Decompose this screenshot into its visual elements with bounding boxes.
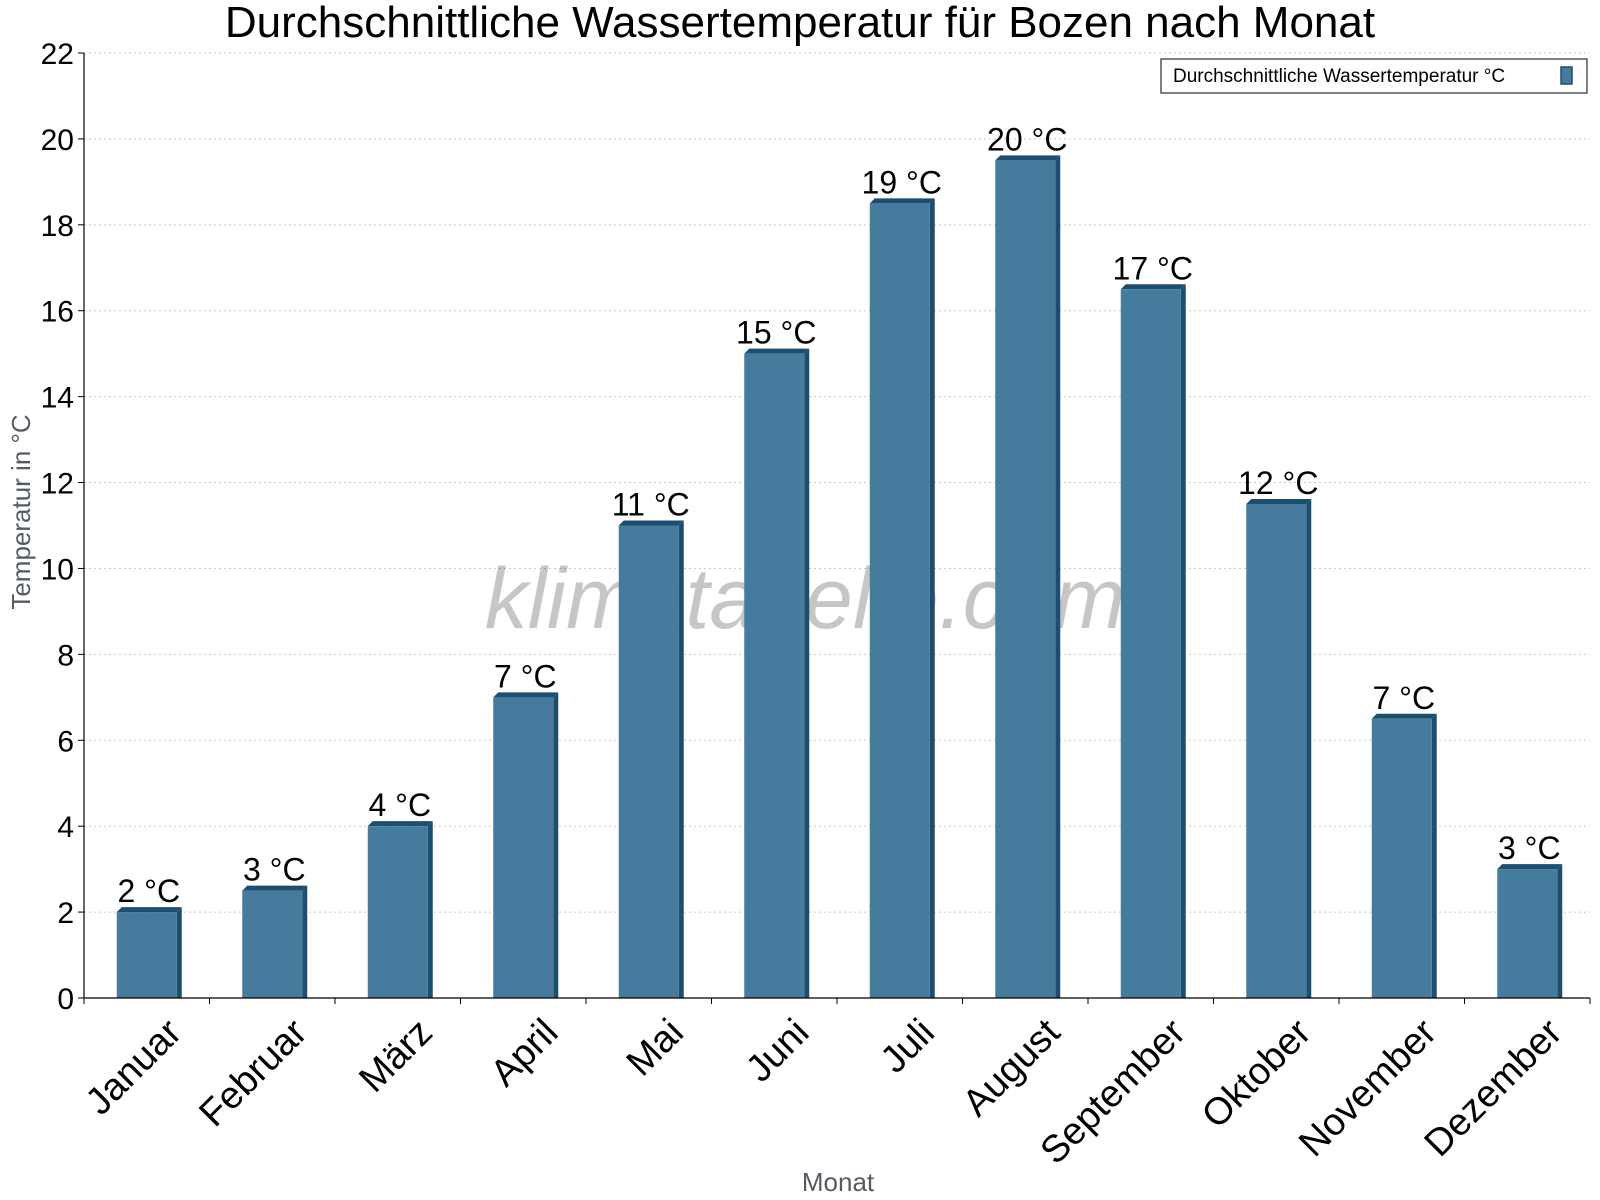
- chart-title: Durchschnittliche Wassertemperatur für B…: [225, 0, 1375, 47]
- data-label: 20 °C: [987, 121, 1067, 157]
- x-category-label: August: [955, 1011, 1069, 1125]
- bar-front: [493, 697, 554, 998]
- data-label: 7 °C: [494, 658, 557, 694]
- x-category-label: Juni: [738, 1011, 817, 1090]
- x-category-label: Mai: [619, 1011, 692, 1084]
- bar-side: [427, 821, 433, 998]
- bar-front: [1120, 289, 1181, 998]
- y-tick-label: 4: [57, 811, 74, 844]
- y-tick-label: 18: [41, 210, 74, 243]
- bar-1: [242, 885, 308, 998]
- bar-top: [1246, 499, 1312, 505]
- data-label: 17 °C: [1113, 250, 1193, 286]
- bar-side: [302, 885, 308, 998]
- bar-side: [804, 348, 810, 998]
- y-tick-label: 6: [57, 725, 74, 758]
- bar-front: [869, 203, 930, 998]
- bar-side: [553, 692, 559, 998]
- bar-4: [618, 520, 684, 998]
- bar-side: [1055, 155, 1061, 999]
- data-label: 15 °C: [736, 315, 816, 351]
- bar-9: [1246, 499, 1312, 998]
- bar-front: [116, 912, 177, 998]
- data-labels: 2 °C 3 °C 4 °C 7 °C 11 °C 15 °C 19 °C 20 °C 17 °…: [117, 121, 1560, 909]
- bar-top: [242, 885, 308, 891]
- y-axis-ticks: 0 2 4 6 8 10 12 14 16 18 20 22: [41, 38, 84, 1016]
- data-label: 11 °C: [612, 487, 690, 523]
- y-axis-title: Temperatur in °C: [6, 414, 36, 609]
- bar-side: [176, 907, 182, 998]
- x-category-label: Oktober: [1194, 1011, 1320, 1137]
- bar-top: [1371, 713, 1437, 719]
- x-category-label: Februar: [191, 1011, 315, 1135]
- y-tick-label: 2: [57, 897, 74, 930]
- y-tick-label: 10: [41, 553, 74, 586]
- x-category-label: Juli: [873, 1011, 943, 1081]
- bar-side: [1306, 499, 1312, 998]
- bar-series: [116, 155, 1563, 999]
- data-label: 19 °C: [862, 164, 942, 200]
- bar-top: [618, 520, 684, 526]
- bar-front: [1371, 718, 1432, 998]
- bar-8: [1120, 284, 1186, 998]
- x-axis-title: Monat: [802, 1167, 875, 1197]
- bar-front: [744, 353, 805, 998]
- bar-side: [678, 520, 684, 998]
- y-tick-label: 22: [41, 38, 74, 71]
- bar-front: [618, 525, 679, 998]
- y-tick-label: 14: [41, 382, 74, 415]
- data-label: 2 °C: [117, 873, 180, 909]
- bar-top: [367, 821, 433, 827]
- data-label: 12 °C: [1238, 465, 1318, 501]
- x-category-label: April: [483, 1011, 566, 1094]
- legend: Durchschnittliche Wassertemperatur °C: [1160, 58, 1588, 94]
- legend-swatch: [1560, 66, 1573, 85]
- x-category-label: März: [351, 1011, 440, 1100]
- y-tick-label: 0: [57, 983, 74, 1016]
- bar-top: [116, 907, 182, 913]
- axes: [83, 53, 1591, 1004]
- bar-top: [1120, 284, 1186, 290]
- bar-front: [1246, 504, 1307, 998]
- legend-box: [1160, 58, 1588, 94]
- bar-10: [1371, 713, 1437, 998]
- bar-side: [1557, 864, 1563, 998]
- bar-top: [744, 348, 810, 354]
- x-category-label: Januar: [78, 1011, 190, 1123]
- legend-label: Durchschnittliche Wassertemperatur °C: [1173, 66, 1505, 87]
- data-label: 3 °C: [1498, 830, 1561, 866]
- data-label: 4 °C: [368, 787, 431, 823]
- bar-0: [116, 907, 182, 998]
- bar-5: [744, 348, 810, 998]
- bar-top: [493, 692, 559, 698]
- data-label: 7 °C: [1372, 680, 1435, 716]
- bar-side: [929, 198, 935, 998]
- bar-3: [493, 692, 559, 998]
- y-tick-label: 8: [57, 639, 74, 672]
- bar-front: [367, 826, 428, 998]
- bar-2: [367, 821, 433, 998]
- bar-front: [1497, 869, 1558, 998]
- bar-front: [995, 160, 1056, 999]
- bar-7: [995, 155, 1061, 999]
- grid-lines: [84, 52, 1590, 913]
- bar-side: [1180, 284, 1186, 998]
- bar-top: [1497, 864, 1563, 870]
- y-tick-label: 16: [41, 296, 74, 329]
- y-tick-label: 12: [41, 468, 74, 501]
- bar-side: [1431, 713, 1437, 998]
- x-axis-categories: Januar Februar März April Mai Juni Juli AugustS…: [78, 1011, 1571, 1172]
- x-category-label: Dezember: [1417, 1011, 1571, 1165]
- y-tick-label: 20: [41, 124, 74, 157]
- bar-front: [242, 890, 303, 998]
- data-label: 3 °C: [243, 852, 306, 888]
- bar-top: [995, 155, 1061, 161]
- bar-6: [869, 198, 935, 998]
- bar-11: [1497, 864, 1563, 998]
- bar-top: [869, 198, 935, 204]
